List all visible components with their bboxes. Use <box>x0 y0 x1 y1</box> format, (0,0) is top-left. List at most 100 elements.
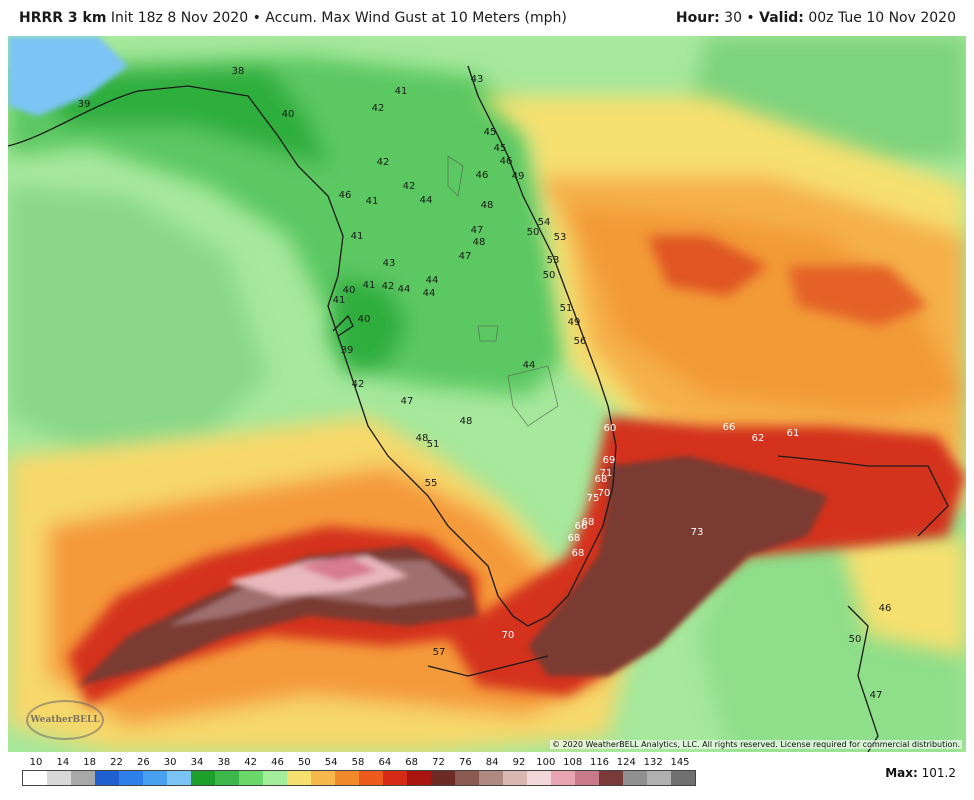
logo-text: WeatherBELL <box>30 715 100 725</box>
color-scale-swatch <box>215 771 239 785</box>
wind-value-label: 57 <box>433 647 446 658</box>
color-scale-swatch <box>71 771 95 785</box>
color-scale-swatch <box>23 771 47 785</box>
wind-value-label: 41 <box>363 280 376 291</box>
color-scale-tick: 54 <box>324 757 338 768</box>
color-scale-swatch <box>143 771 167 785</box>
color-scale-swatch <box>167 771 191 785</box>
product-name: Accum. Max Wind Gust at 10 Meters (mph) <box>265 10 567 26</box>
wind-value-label: 50 <box>543 270 556 281</box>
color-scale-swatch <box>335 771 359 785</box>
wind-value-label: 48 <box>481 200 494 211</box>
wind-value-label: 61 <box>787 428 800 439</box>
wind-value-label: 41 <box>395 86 408 97</box>
wind-value-label: 75 <box>587 493 600 504</box>
wind-value-label: 40 <box>358 314 371 325</box>
wind-value-label: 60 <box>604 423 617 434</box>
color-scale-swatch <box>431 771 455 785</box>
wind-value-label: 68 <box>572 548 585 559</box>
max-number: 101.2 <box>921 766 956 780</box>
hour-label: Hour: <box>675 10 720 26</box>
map-header: HRRR 3 km Init 18z 8 Nov 2020 • Accum. M… <box>0 0 974 36</box>
color-scale-tick: 116 <box>589 757 610 768</box>
wind-value-label: 54 <box>538 217 551 228</box>
color-scale-tick: 18 <box>83 757 97 768</box>
weatherbell-logo: WeatherBELL <box>26 700 104 740</box>
wind-value-label: 48 <box>473 237 486 248</box>
wind-value-label: 46 <box>339 190 352 201</box>
color-scale-tick: 30 <box>163 757 177 768</box>
color-scale-tick: 100 <box>536 757 556 768</box>
wind-value-label: 44 <box>523 360 536 371</box>
color-scale-swatch <box>479 771 503 785</box>
color-scale-tick: 108 <box>563 757 583 768</box>
wind-value-label: 44 <box>420 195 433 206</box>
max-label: Max: <box>885 766 918 780</box>
color-scale-swatch <box>503 771 527 785</box>
wind-value-label: 40 <box>282 109 295 120</box>
color-scale-tick: 10 <box>29 757 43 768</box>
color-scale-tick: 92 <box>512 757 526 768</box>
color-scale-tick: 42 <box>244 757 258 768</box>
wind-value-label: 45 <box>484 127 497 138</box>
color-scale-tick: 64 <box>378 757 392 768</box>
color-scale-swatch <box>575 771 599 785</box>
wind-value-label: 47 <box>870 690 883 701</box>
color-scale-swatch <box>551 771 575 785</box>
wind-value-label: 70 <box>598 488 611 499</box>
wind-value-label: 42 <box>377 157 390 168</box>
color-scale-tick: 84 <box>485 757 499 768</box>
color-scale-swatch <box>119 771 143 785</box>
init-time: Init 18z 8 Nov 2020 <box>110 10 249 26</box>
county-lines <box>447 155 559 427</box>
color-scale-swatch <box>359 771 383 785</box>
color-scale-swatch <box>599 771 623 785</box>
wind-value-label: 43 <box>471 74 484 85</box>
color-scale-tick: 58 <box>351 757 365 768</box>
wind-value-label: 46 <box>500 156 513 167</box>
wind-value-label: 43 <box>383 258 396 269</box>
color-scale-swatch <box>191 771 215 785</box>
wind-value-label: 47 <box>471 225 484 236</box>
color-scale-tick: 124 <box>616 757 636 768</box>
color-scale-swatch <box>455 771 479 785</box>
color-scale-tick: 22 <box>110 757 123 768</box>
wind-value-label: 39 <box>78 99 91 110</box>
color-scale-swatch <box>311 771 335 785</box>
hour-value: 30 <box>724 10 742 26</box>
color-scale-tick: 72 <box>432 757 445 768</box>
color-scale-tick: 38 <box>217 757 231 768</box>
color-scale-swatch <box>287 771 311 785</box>
wind-value-label: 42 <box>403 181 416 192</box>
wind-value-label: 66 <box>723 422 736 433</box>
max-value: Max: 101.2 <box>885 766 956 780</box>
model-name: HRRR 3 km <box>19 10 107 26</box>
color-scale-tick: 14 <box>56 757 70 768</box>
wind-value-label: 40 <box>343 285 356 296</box>
wind-value-label: 50 <box>849 634 862 645</box>
color-scale-tick: 50 <box>297 757 311 768</box>
wind-value-label: 71 <box>600 468 613 479</box>
wind-value-label: 42 <box>352 379 365 390</box>
valid-value: 00z Tue 10 Nov 2020 <box>808 10 956 26</box>
color-scale-swatch <box>671 771 695 785</box>
color-scale-tick: 145 <box>670 757 690 768</box>
blue-zone <box>8 36 128 116</box>
color-scale-tick: 34 <box>190 757 204 768</box>
valid-time-info: Hour: 30 • Valid: 00z Tue 10 Nov 2020 <box>675 10 956 26</box>
wind-value-label: 49 <box>568 317 581 328</box>
color-scale-ticks: 10 14 18 22 26 30 34 38 42 46 50 54 58 64 68 72 76 84 92 10… <box>22 757 694 769</box>
wind-value-label: 51 <box>427 439 440 450</box>
wind-value-label: 39 <box>341 345 354 356</box>
valid-label: Valid: <box>759 10 804 26</box>
wind-value-label: 42 <box>372 103 385 114</box>
color-scale-tick: 76 <box>458 757 472 768</box>
wind-value-label: 62 <box>752 433 765 444</box>
wind-value-label: 68 <box>568 533 581 544</box>
wind-gust-map: 38 39 40 41 42 43 45 45 46 46 49 42 42 44 46 41 48 54 47 50… <box>8 36 966 752</box>
wind-value-label: 41 <box>333 295 346 306</box>
wind-value-label: 46 <box>476 170 489 181</box>
wind-value-label: 68 <box>582 517 595 528</box>
wind-value-label: 55 <box>425 478 438 489</box>
